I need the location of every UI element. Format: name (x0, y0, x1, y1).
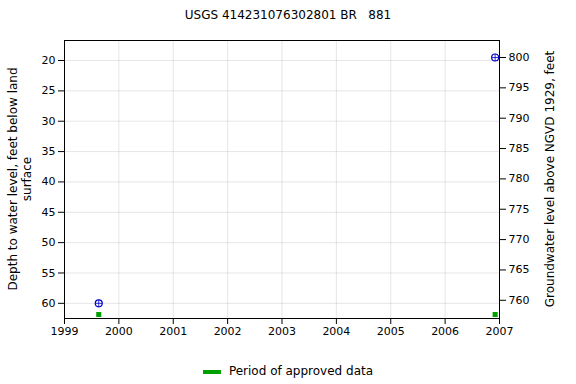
svg-text:785: 785 (509, 142, 530, 155)
svg-text:760: 760 (509, 294, 530, 307)
svg-text:2000: 2000 (105, 325, 133, 338)
svg-text:45: 45 (42, 206, 56, 219)
html-text:USGS 414231076302801 BR 881: USGS 414231076302801 BR 881 (184, 8, 392, 22)
svg-text:30: 30 (42, 115, 56, 128)
svg-text:35: 35 (42, 145, 56, 158)
svg-text:25: 25 (42, 84, 56, 97)
svg-text:2002: 2002 (214, 325, 242, 338)
svg-text:775: 775 (509, 203, 530, 216)
svg-text:2007: 2007 (486, 325, 514, 338)
svg-text:2005: 2005 (377, 325, 405, 338)
html-text:Groundwater level above NGVD 1: Groundwater level above NGVD 1929, feet (543, 50, 557, 308)
svg-text:780: 780 (509, 172, 530, 185)
svg-text:55: 55 (42, 266, 56, 279)
svg-text:795: 795 (509, 81, 530, 94)
svg-text:770: 770 (509, 233, 530, 246)
html-text:Depth to water level, feet bel: Depth to water level, feet below land su… (6, 67, 34, 291)
svg-text:1999: 1999 (51, 325, 79, 338)
svg-text:40: 40 (42, 175, 56, 188)
svg-text:2004: 2004 (322, 325, 350, 338)
svg-text:20: 20 (42, 54, 56, 67)
svg-text:60: 60 (42, 297, 56, 310)
html-text:Period of approved data: Period of approved data (228, 364, 374, 378)
svg-text:790: 790 (509, 112, 530, 125)
svg-text:2001: 2001 (159, 325, 187, 338)
svg-text:2003: 2003 (268, 325, 296, 338)
svg-text:765: 765 (509, 263, 530, 276)
svg-text:2006: 2006 (431, 325, 459, 338)
svg-text:50: 50 (42, 236, 56, 249)
svg-text:800: 800 (509, 51, 530, 64)
